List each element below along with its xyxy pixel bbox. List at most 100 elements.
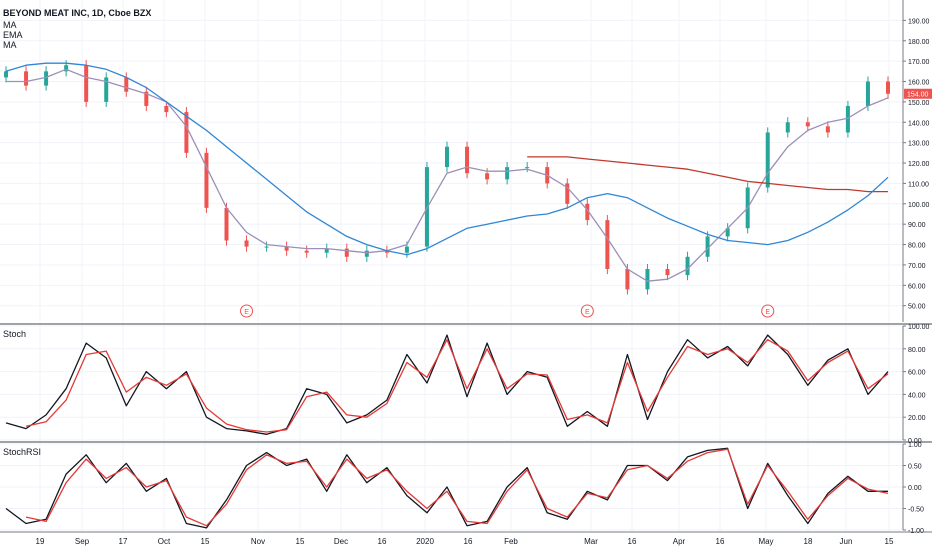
x-tick-label: 18: [804, 537, 813, 546]
candle[interactable]: [585, 198, 590, 226]
earnings-marker[interactable]: E: [580, 304, 594, 318]
candle[interactable]: [865, 76, 870, 112]
x-tick-label: 16: [628, 537, 637, 546]
earnings-marker-label: E: [765, 309, 770, 316]
candle[interactable]: [304, 245, 309, 258]
candle[interactable]: [204, 147, 209, 213]
stochrsi-series-pct-d[interactable]: [25, 448, 889, 527]
candle[interactable]: [845, 100, 850, 138]
candle-body: [144, 91, 149, 106]
earnings-marker[interactable]: E: [761, 304, 775, 318]
last-price-badge-text: 154.00: [907, 92, 929, 99]
candle[interactable]: [505, 162, 510, 185]
candle[interactable]: [685, 251, 690, 281]
candle[interactable]: [645, 263, 650, 295]
candle-body: [324, 248, 329, 253]
legend-ma-1[interactable]: MA: [3, 20, 17, 30]
candle-body: [785, 122, 790, 133]
candle-body: [384, 250, 389, 253]
last-price-badge-bg: [904, 88, 932, 99]
candle-body: [264, 246, 269, 248]
candle-body: [244, 240, 249, 247]
candle[interactable]: [445, 141, 449, 173]
candle-body: [825, 126, 830, 133]
earnings-marker[interactable]: E: [240, 304, 254, 318]
stoch-label: Stoch: [3, 329, 27, 339]
stoch-pane[interactable]: [5, 334, 889, 435]
candle[interactable]: [705, 231, 710, 262]
candle[interactable]: [144, 86, 149, 112]
legend-ma-2[interactable]: MA: [3, 40, 17, 50]
price-y-tick-label: 190.00: [908, 18, 930, 25]
stochrsi-pane[interactable]: [5, 447, 889, 529]
candle[interactable]: [324, 243, 329, 258]
last-price-badge: 154.00: [904, 88, 932, 99]
stochrsi-y-tick-label: 1.00: [908, 442, 922, 449]
candle-body: [64, 65, 69, 72]
legend-ema[interactable]: EMA: [3, 30, 23, 40]
candle[interactable]: [224, 202, 229, 246]
candle[interactable]: [825, 121, 830, 138]
candle-body: [445, 146, 449, 168]
candle-body: [645, 269, 650, 290]
candle[interactable]: [24, 66, 29, 91]
candle[interactable]: [164, 100, 169, 118]
candle[interactable]: [725, 223, 730, 242]
candle[interactable]: [384, 245, 389, 258]
candle[interactable]: [244, 235, 249, 252]
candle-body: [4, 71, 8, 78]
candle-body: [44, 71, 49, 86]
price-y-tick-label: 100.00: [908, 202, 930, 209]
candle[interactable]: [44, 66, 49, 91]
x-tick-label: Dec: [334, 537, 348, 546]
stoch-y-tick-label: 40.00: [908, 392, 926, 399]
candle-body: [525, 167, 530, 169]
candle[interactable]: [565, 178, 570, 209]
candle[interactable]: [264, 241, 269, 252]
candle[interactable]: [344, 243, 349, 262]
stoch-y-tick-label: 60.00: [908, 370, 926, 377]
price-series-ma[interactable]: [5, 62, 889, 256]
candle-body: [765, 132, 770, 188]
price-series-ema[interactable]: [527, 156, 888, 193]
candle[interactable]: [525, 162, 530, 173]
candle-body: [845, 105, 850, 133]
stoch-series-pct-k[interactable]: [5, 334, 889, 435]
candle-body: [364, 250, 369, 257]
candle[interactable]: [364, 245, 369, 262]
candle-body: [886, 81, 890, 94]
candle[interactable]: [284, 241, 289, 256]
candle[interactable]: [104, 72, 109, 107]
stochrsi-y-tick-label: 0.00: [908, 485, 922, 492]
candle[interactable]: [765, 127, 770, 193]
candle[interactable]: [4, 66, 8, 83]
x-tick-label: 16: [716, 537, 725, 546]
price-y-tick-label: 180.00: [908, 39, 930, 46]
x-tick-label: 17: [119, 537, 128, 546]
candle[interactable]: [124, 72, 129, 97]
candle[interactable]: [605, 215, 610, 275]
candle-body: [164, 105, 169, 113]
candle-body: [184, 112, 189, 153]
candle-body: [605, 220, 610, 270]
earnings-marker-circle: [761, 304, 775, 318]
stoch-series-pct-d[interactable]: [25, 339, 889, 433]
candle-body: [505, 167, 510, 180]
candle[interactable]: [785, 117, 790, 138]
candle-body: [24, 71, 29, 86]
candle[interactable]: [805, 117, 810, 132]
candle[interactable]: [84, 60, 89, 107]
stoch-y-tick-label: 100.00: [908, 324, 930, 331]
price-y-tick-label: 140.00: [908, 120, 930, 127]
price-series-ma[interactable]: [6, 68, 889, 282]
candle[interactable]: [665, 263, 670, 281]
earnings-marker-label: E: [585, 309, 590, 316]
stochrsi-series-pct-k[interactable]: [5, 447, 888, 529]
price-y-tick-label: 130.00: [908, 141, 930, 148]
candle[interactable]: [886, 76, 890, 99]
candle[interactable]: [465, 141, 470, 179]
